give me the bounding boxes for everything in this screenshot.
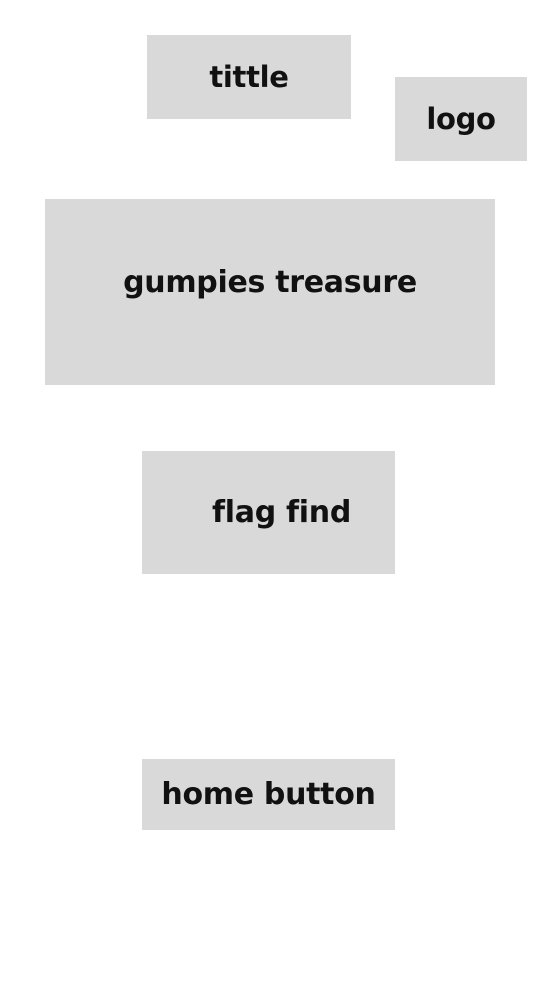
title-label: tittle [209,60,289,94]
hero-banner: gumpies treasure [45,199,495,385]
logo-placeholder[interactable]: logo [395,77,527,161]
flag-find-button[interactable]: flag find [142,451,395,574]
hero-label: gumpies treasure [123,265,417,300]
title-placeholder: tittle [147,35,351,119]
home-button-label: home button [161,777,376,812]
home-button[interactable]: home button [142,759,395,830]
logo-label: logo [426,102,496,136]
flag-find-label: flag find [212,495,351,530]
